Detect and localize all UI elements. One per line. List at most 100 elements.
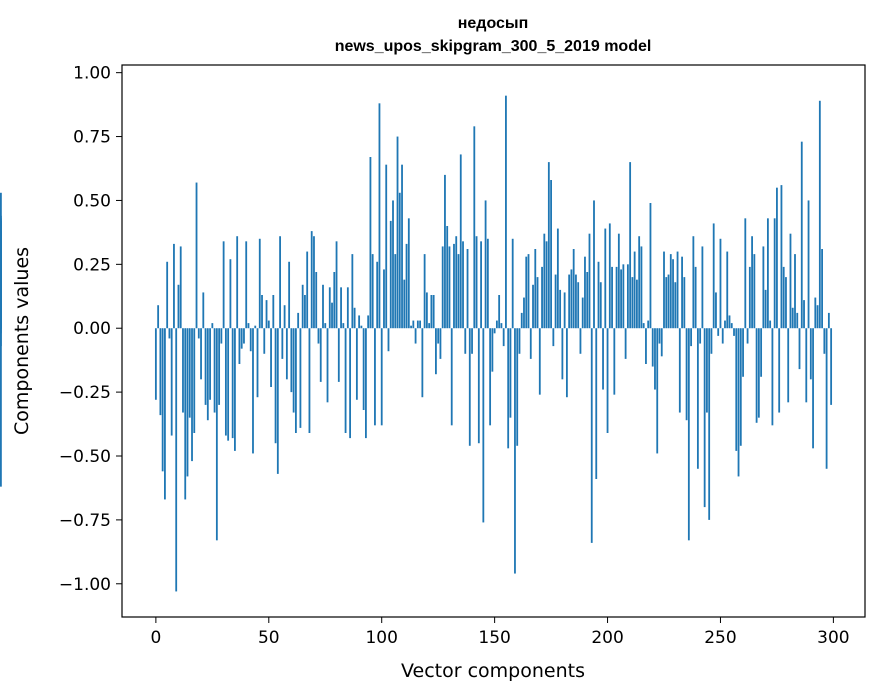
bar	[742, 328, 744, 377]
bar	[620, 269, 622, 329]
bar	[608, 223, 611, 329]
y-tick-label: 0.50	[73, 191, 111, 211]
bar	[358, 315, 361, 329]
bar	[757, 328, 760, 418]
bar	[631, 277, 634, 329]
bar	[222, 241, 225, 329]
bar	[340, 287, 342, 329]
bar	[401, 164, 403, 329]
x-axis-ticks: 0 50 100 150 200 250 300	[150, 617, 850, 648]
chart-subtitle: news_upos_skipgram_300_5_2019 model	[335, 38, 652, 55]
bar	[353, 307, 356, 329]
bar	[247, 323, 250, 329]
bar	[313, 236, 315, 329]
bar	[272, 295, 275, 329]
bar	[495, 320, 498, 329]
bar	[204, 328, 207, 405]
bar	[355, 328, 358, 400]
bar	[678, 328, 681, 413]
bar	[814, 297, 817, 329]
bar	[674, 282, 677, 329]
bar	[712, 223, 715, 329]
bar	[376, 261, 379, 329]
bar	[805, 328, 808, 403]
bar	[175, 328, 178, 592]
bar	[200, 328, 202, 380]
bar	[154, 328, 157, 400]
bar	[227, 328, 230, 441]
bar	[796, 312, 799, 329]
bar	[331, 302, 333, 329]
bar	[405, 243, 408, 329]
bar	[360, 325, 363, 329]
x-tick-label: 100	[365, 628, 397, 648]
bar	[538, 328, 541, 395]
bar	[234, 328, 236, 451]
y-tick-label: −0.50	[59, 447, 111, 467]
bar	[276, 328, 279, 474]
bar	[545, 241, 548, 329]
bar	[256, 328, 259, 398]
bar	[261, 295, 263, 329]
bar	[710, 328, 713, 354]
bar	[708, 328, 711, 520]
bar	[568, 274, 571, 329]
bar	[803, 300, 805, 329]
bar	[159, 328, 162, 416]
bar	[762, 246, 765, 329]
bar	[317, 328, 320, 344]
bar	[717, 328, 720, 336]
bar	[337, 328, 340, 382]
bar	[527, 254, 530, 329]
bar	[658, 328, 661, 344]
bar	[823, 328, 826, 354]
bar	[622, 264, 625, 329]
bar	[459, 154, 462, 329]
bar	[258, 238, 261, 329]
bar	[297, 312, 300, 329]
bar	[751, 236, 753, 329]
bar	[195, 182, 198, 329]
bar	[606, 328, 609, 433]
bar	[789, 233, 792, 329]
bar	[597, 261, 600, 329]
bar	[656, 328, 659, 454]
bar	[721, 328, 724, 344]
bar	[394, 254, 397, 329]
bar	[579, 328, 582, 354]
y-tick-label: −0.25	[59, 383, 111, 403]
bar	[816, 305, 819, 329]
y-tick-label: 1.00	[73, 64, 111, 84]
bar	[812, 328, 814, 449]
bar	[346, 287, 349, 329]
bar	[550, 180, 552, 329]
bar	[699, 328, 702, 344]
bar	[827, 312, 830, 329]
bar	[676, 251, 679, 329]
y-tick-label: 0.25	[73, 255, 111, 275]
bar	[654, 328, 656, 390]
bar	[753, 254, 756, 329]
bar	[468, 328, 471, 446]
bar	[308, 328, 311, 433]
bar	[502, 328, 505, 347]
bar	[830, 328, 833, 405]
bar	[446, 226, 449, 329]
bar	[290, 328, 293, 393]
bar	[681, 256, 683, 329]
bar	[667, 274, 670, 329]
bar	[525, 256, 528, 329]
bar	[516, 328, 519, 446]
y-tick-label: −1.00	[59, 575, 111, 595]
bar	[439, 328, 442, 359]
bar	[466, 249, 469, 329]
bar	[288, 261, 291, 329]
bar	[613, 328, 616, 395]
bar	[764, 289, 767, 329]
bar	[672, 259, 674, 329]
bar	[423, 254, 426, 329]
bar	[645, 328, 647, 364]
bar	[473, 126, 476, 329]
bar	[755, 328, 758, 423]
bar	[615, 266, 618, 329]
